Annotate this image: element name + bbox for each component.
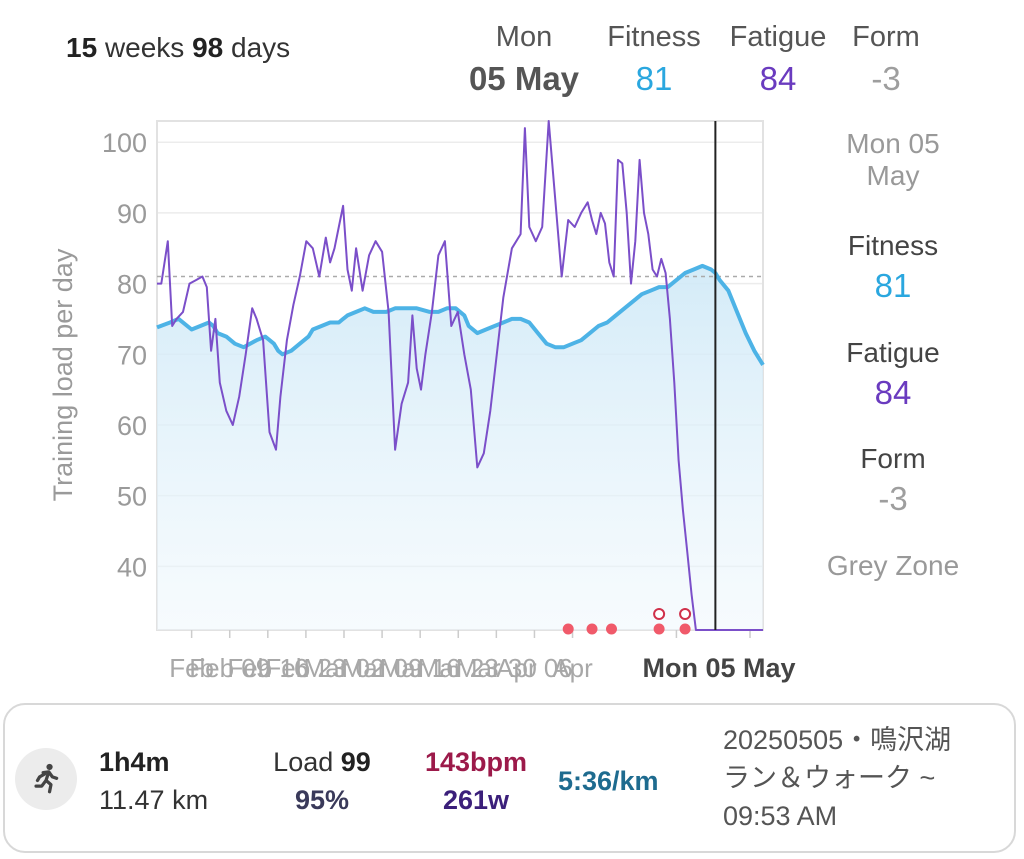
load-block: Load 99 95% [263, 743, 381, 819]
weeks-count: 15 [66, 32, 98, 63]
activity-marker[interactable] [653, 623, 665, 635]
x-tick-label: Feb 09 [189, 653, 270, 683]
side-date-line2: May [866, 160, 920, 191]
y-tick-label: 100 [102, 128, 147, 158]
y-axis-label: Training load per day [48, 248, 78, 501]
side-fatigue-value: 84 [874, 374, 912, 411]
x-tick-label: Feb 23 [265, 653, 346, 683]
activity-marker[interactable] [562, 623, 574, 635]
heart-rate-value: 143bpm [424, 747, 528, 777]
load-value: 99 [340, 747, 371, 777]
side-fitness-value: 81 [874, 267, 912, 304]
activity-summary-card[interactable]: 1h4m 11.47 km Load 99 95% 143bpm 261w 5:… [3, 703, 1016, 853]
activity-title-line2: ラン＆ウォーク ~ [723, 763, 936, 793]
side-date-line1: Mon 05 [846, 128, 940, 159]
header-date-value: 05 May [468, 60, 580, 97]
y-tick-label: 50 [117, 482, 147, 512]
y-tick-label: 40 [117, 552, 147, 582]
distance-value: 11.47 km [99, 785, 209, 815]
activity-markers [562, 608, 692, 635]
pace-value: 5:36/km [558, 766, 659, 796]
header-fitness-label: Fitness [607, 21, 701, 53]
x-tick-label: Apr [552, 653, 593, 683]
x-tick-label: Mar 30 [456, 653, 537, 683]
header-fatigue-value: 84 [759, 60, 797, 97]
header-form: Form -3 [840, 20, 932, 100]
header-day-label: Mon [495, 21, 553, 53]
y-tick-label: 80 [117, 270, 147, 300]
x-tick-label: Mar 02 [304, 653, 385, 683]
header-fitness-value: 81 [635, 60, 673, 97]
days-word: days [231, 32, 291, 63]
side-form-label: Form [860, 443, 926, 474]
activity-marker-ring[interactable] [679, 608, 692, 620]
running-person-icon [15, 748, 77, 810]
hr-power-block: 143bpm 261w [411, 743, 541, 819]
side-form: Form -3 [808, 443, 978, 519]
days-count: 98 [192, 32, 224, 63]
side-zone: Grey Zone [808, 550, 978, 582]
selected-date-label: Mon 05 May [642, 653, 795, 683]
header-date: Mon 05 May [460, 20, 588, 100]
header-fatigue-label: Fatigue [729, 21, 827, 53]
x-tick-label: Mar 09 [342, 653, 423, 683]
x-tick-label: Apr 06 [496, 653, 573, 683]
header-form-label: Form [852, 21, 920, 53]
load-label: Load [273, 747, 334, 777]
x-tick-label: Mar 16 [380, 653, 461, 683]
duration-distance: 1h4m 11.47 km [99, 743, 208, 819]
activity-marker[interactable] [606, 623, 617, 635]
power-value: 261w [442, 785, 510, 815]
fatigue-line [157, 120, 763, 631]
side-fitness-label: Fitness [847, 230, 939, 261]
activity-marker[interactable] [679, 623, 691, 635]
y-tick-label: 60 [117, 411, 147, 441]
zone-label: Grey Zone [826, 550, 960, 581]
y-ticks: 40 50 60 70 80 90 100 [102, 128, 147, 582]
y-tick-label: 90 [117, 199, 147, 229]
fitness-area [157, 265, 763, 630]
side-fatigue: Fatigue 84 [808, 337, 978, 413]
training-load-chart[interactable]: Training load per day 40 50 60 70 80 90 100 Fe… [0, 0, 1024, 700]
activity-marker[interactable] [586, 623, 598, 635]
x-tick-label: Mar 23 [418, 653, 499, 683]
side-fatigue-label: Fatigue [846, 337, 940, 368]
weeks-word: weeks [104, 32, 185, 63]
activity-title[interactable]: 20250505・鳴沢湖 ラン＆ウォーク ~ 09:53 AM [723, 721, 1013, 835]
load-percent: 95% [294, 785, 350, 815]
header-fitness: Fitness 81 [598, 20, 710, 100]
activity-title-line1: 20250505・鳴沢湖 [723, 725, 952, 755]
duration-value: 1h4m [99, 747, 170, 777]
activity-marker-ring[interactable] [653, 608, 666, 620]
period-summary: 15 weeks 98 days [66, 32, 290, 64]
x-tick-label: Feb 16 [227, 653, 308, 683]
header-fatigue: Fatigue 84 [722, 20, 834, 100]
header-form-value: -3 [871, 60, 901, 97]
side-form-value: -3 [878, 480, 908, 517]
activity-title-line3: 09:53 AM [723, 801, 838, 831]
side-fitness: Fitness 81 [808, 230, 978, 306]
y-tick-label: 70 [117, 340, 147, 370]
x-tick-label: Feb [169, 653, 214, 683]
side-date: Mon 05 May [808, 128, 978, 192]
